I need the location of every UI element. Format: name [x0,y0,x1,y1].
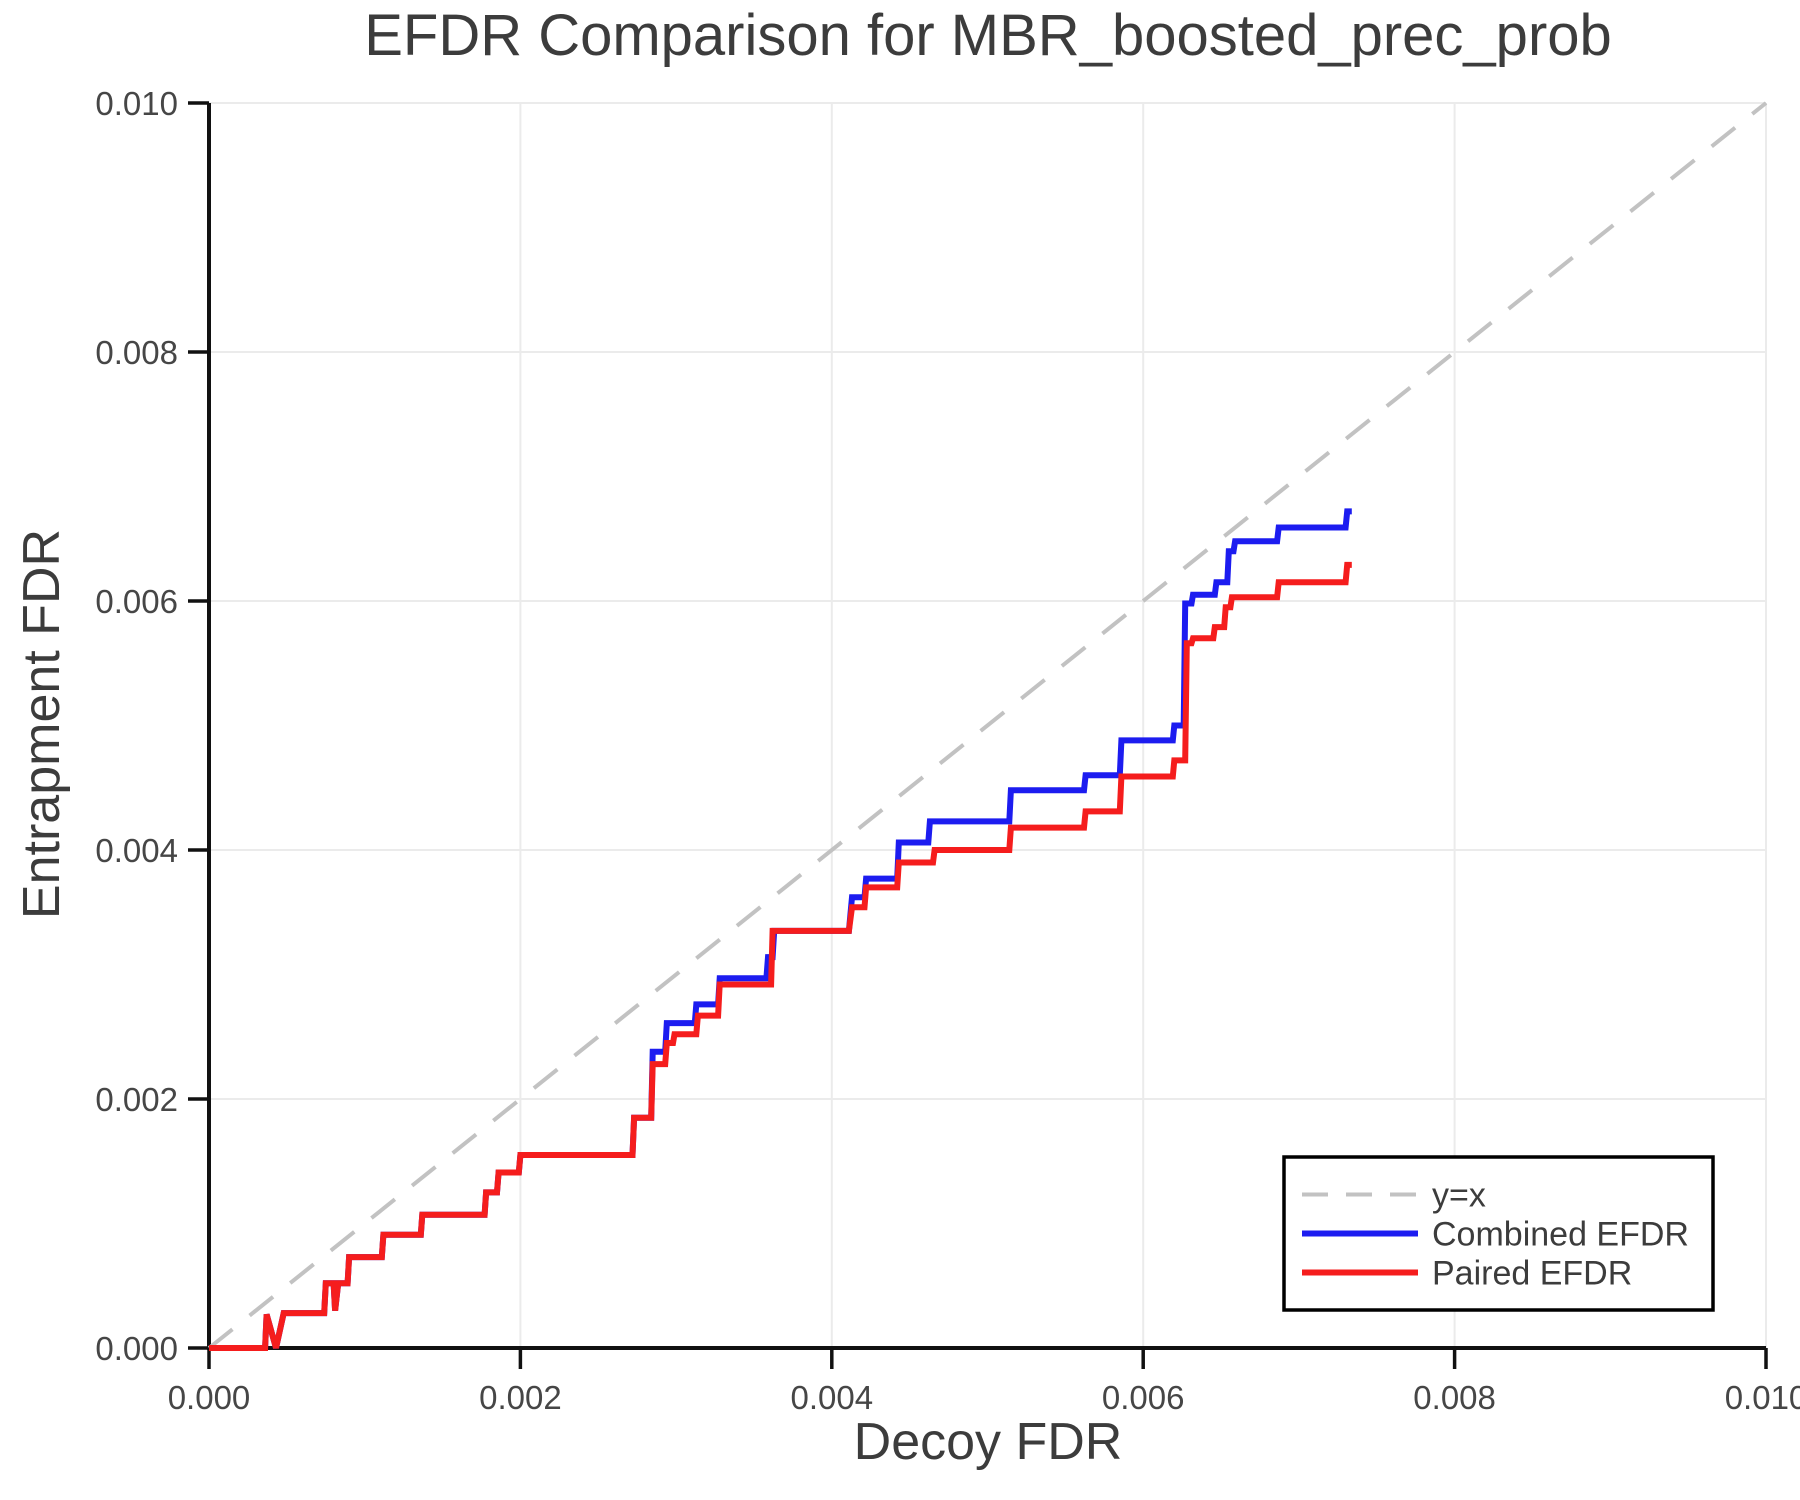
legend-label: Paired EFDR [1432,1255,1632,1293]
x-tick-label: 0.008 [1413,1379,1496,1416]
y-tick-label: 0.008 [95,334,178,371]
y-tick-label: 0.006 [95,583,178,620]
y-tick-label: 0.004 [95,832,178,869]
y-axis-label: Entrapment FDR [13,528,71,920]
x-tick-label: 0.000 [168,1379,251,1416]
x-tick-label: 0.004 [791,1379,874,1416]
x-tick-label: 0.010 [1725,1379,1800,1416]
x-tick-label: 0.006 [1102,1379,1185,1416]
x-tick-label: 0.002 [479,1379,562,1416]
paired-efdr-line [209,561,1352,1351]
legend-label: y=x [1432,1177,1486,1215]
chart-title: EFDR Comparison for MBR_boosted_prec_pro… [364,3,1612,68]
legend-label: Combined EFDR [1432,1216,1689,1254]
y-tick-label: 0.000 [95,1330,178,1367]
y-tick-label: 0.002 [95,1081,178,1118]
identity-line [207,101,1768,1350]
x-axis-label: Decoy FDR [853,1413,1123,1471]
y-tick-label: 0.010 [95,85,178,122]
